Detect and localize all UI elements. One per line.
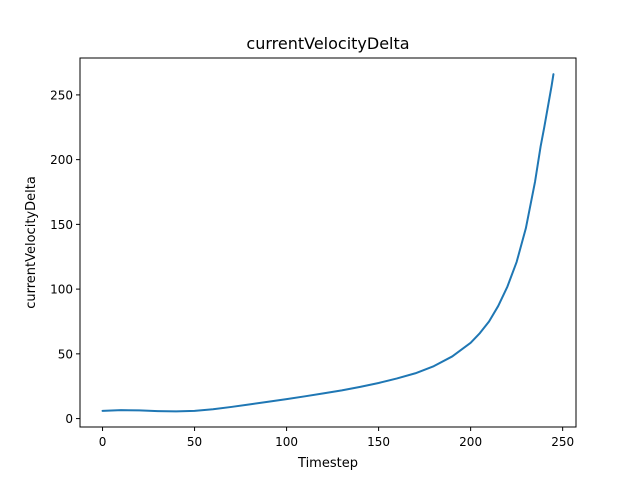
chart-title: currentVelocityDelta [246,34,409,53]
y-axis: 0 50 100 150 200 250 [50,88,80,426]
plot-area [101,73,555,413]
y-tick-label: 100 [50,283,73,297]
x-tick-label: 100 [275,435,298,449]
x-tick-label: 200 [459,435,482,449]
y-tick-label: 0 [65,412,73,426]
y-tick-label: 200 [50,153,73,167]
x-tick-label: 150 [367,435,390,449]
y-tick-label: 250 [50,88,73,102]
x-tick-label: 50 [187,435,202,449]
y-axis-label: currentVelocityDelta [24,176,39,309]
x-tick-label: 250 [551,435,574,449]
x-axis-label: Timestep [297,456,358,471]
x-axis: 0 50 100 150 200 250 [99,427,574,449]
plot-frame [79,57,577,428]
y-tick-label: 50 [58,347,73,361]
series-line-0 [101,73,555,413]
y-tick-label: 150 [50,218,73,232]
x-tick-label: 0 [99,435,107,449]
